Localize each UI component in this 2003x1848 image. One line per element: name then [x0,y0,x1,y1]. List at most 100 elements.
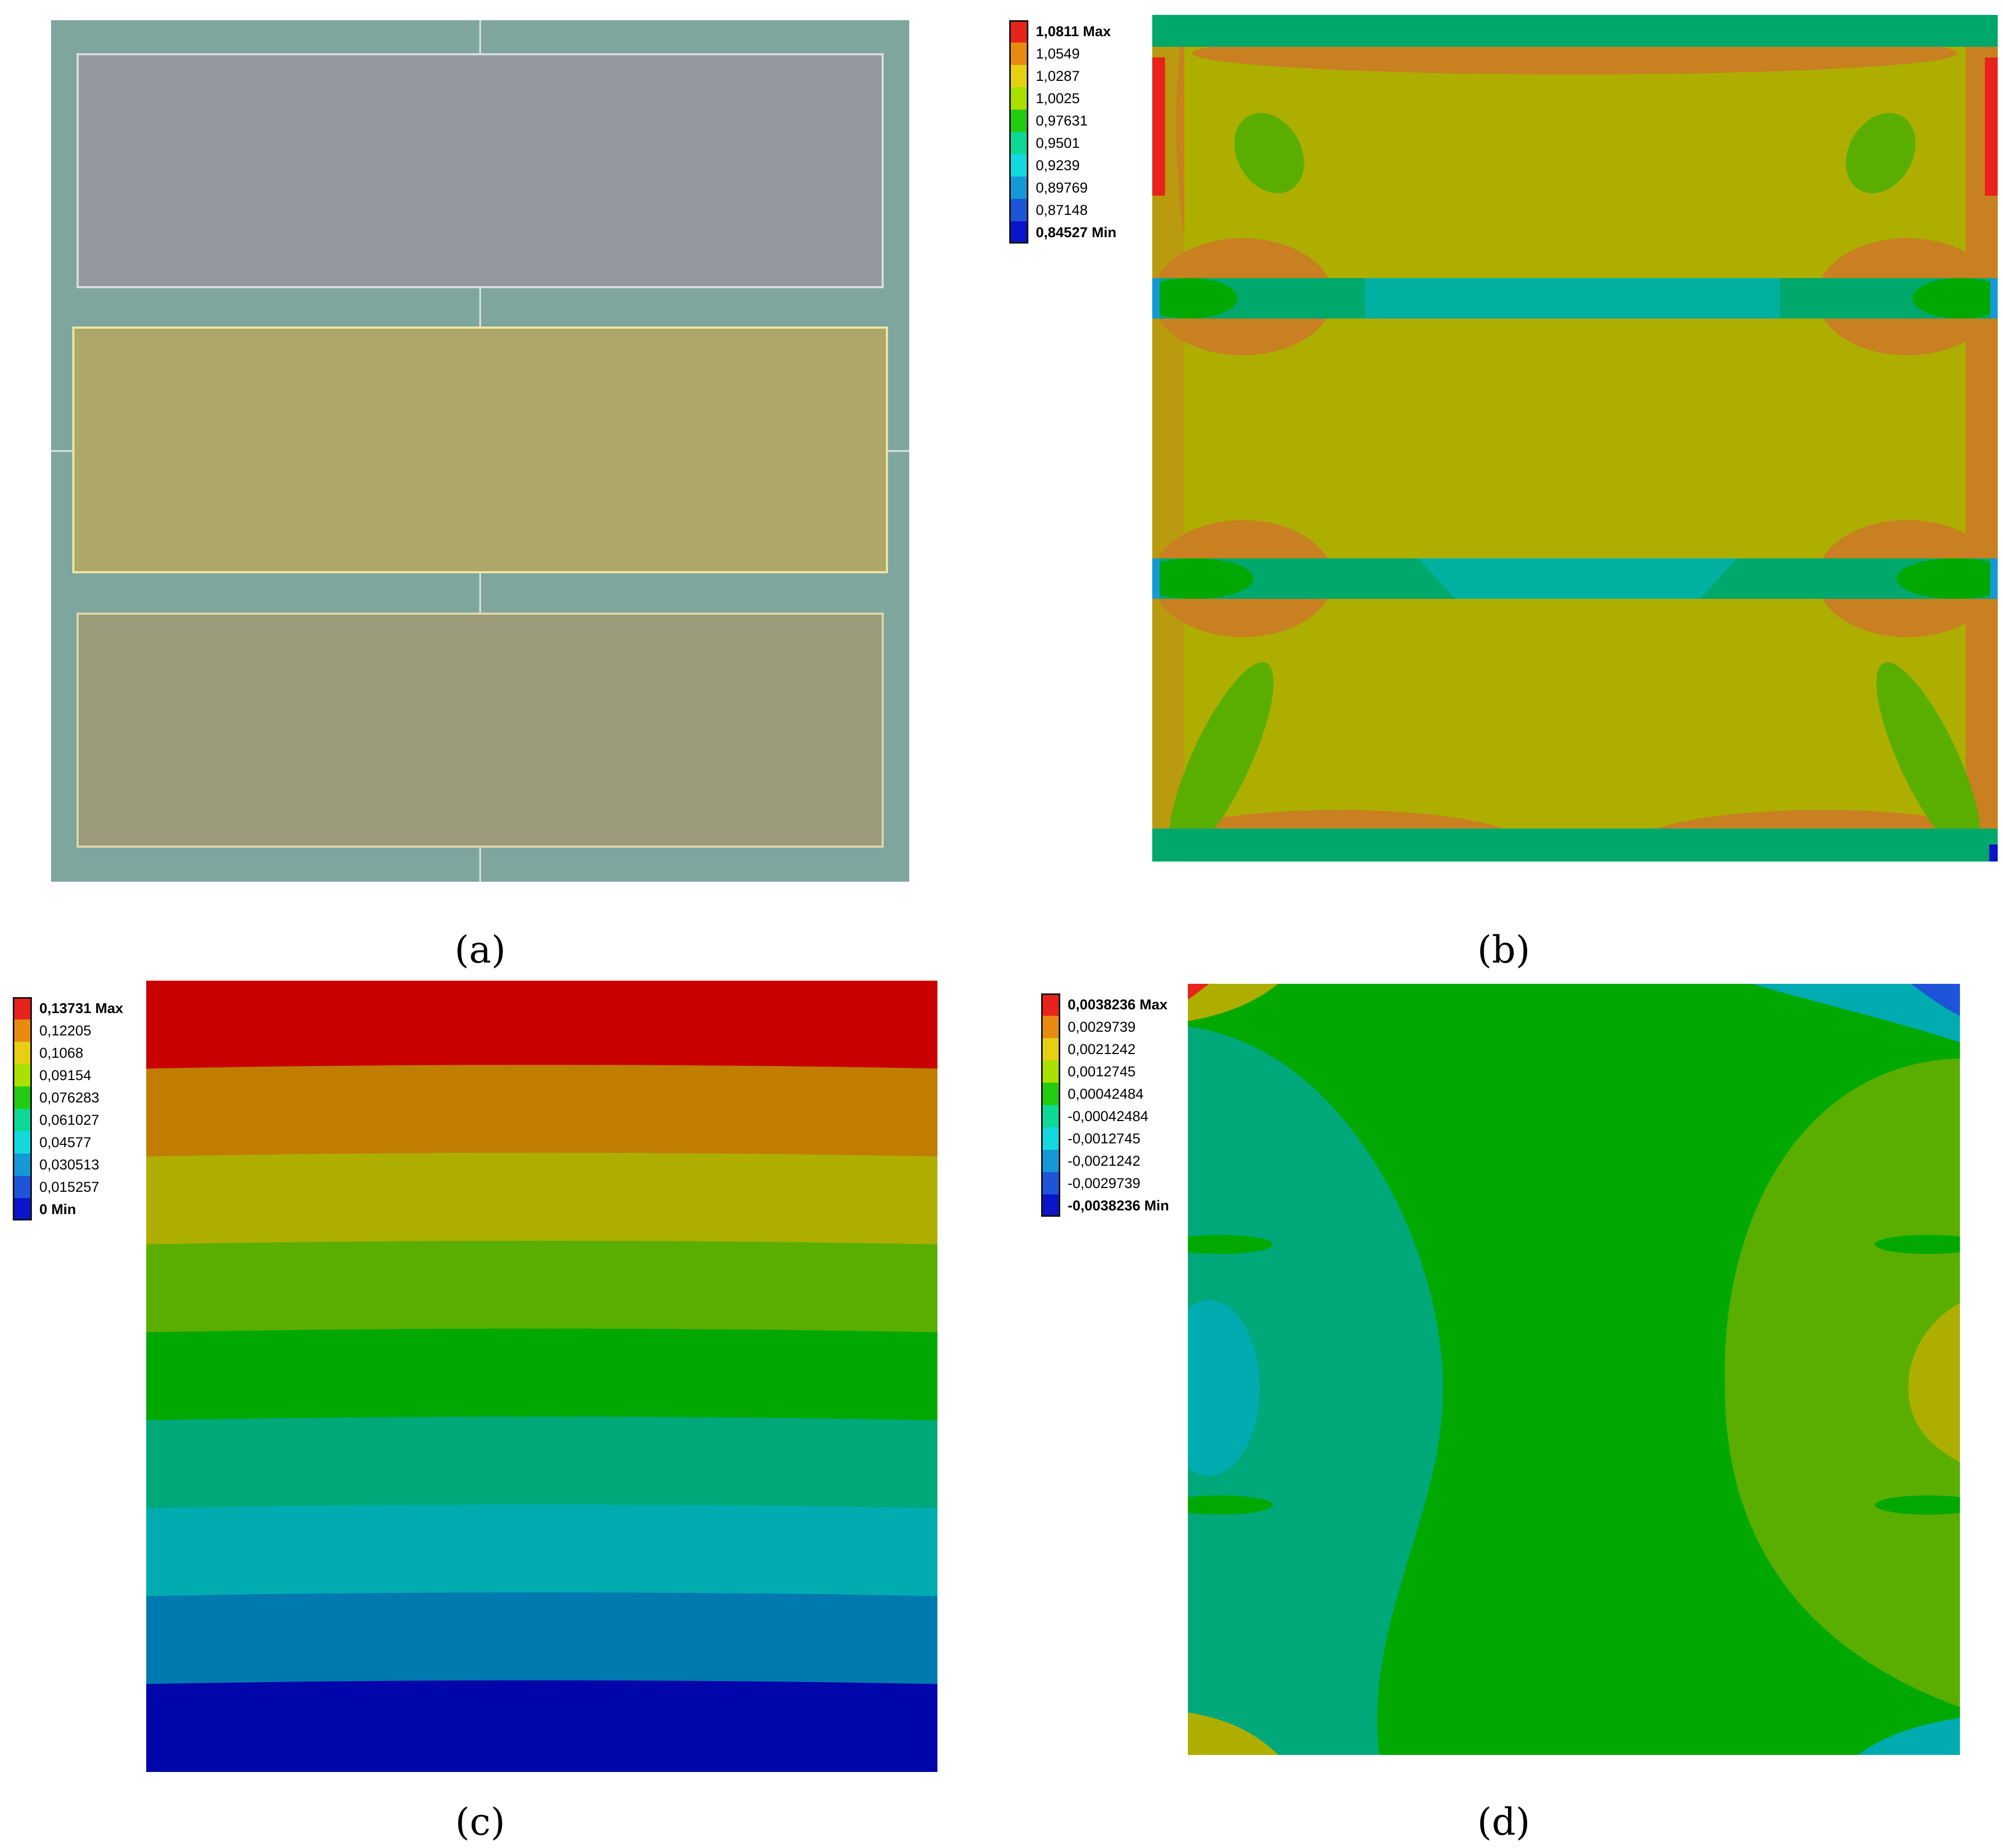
legend-label: 0,061027 [39,1111,99,1128]
legend-b-row: 0,97631 [1009,110,1088,132]
legend-b-row: 1,0287 [1009,65,1080,87]
legend-swatch [1041,1083,1060,1105]
legend-swatch [13,1131,32,1153]
legend-swatch [1041,1016,1060,1038]
b-beam-end-2 [1913,278,1998,319]
legend-swatch [13,1153,32,1176]
legend-d-row: 0,00042484 [1041,1083,1144,1105]
legend-swatch [1041,1172,1060,1194]
legend-d-row: -0,0021242 [1041,1150,1141,1172]
legend-label: 0,0012745 [1068,1063,1136,1080]
legend-c-row: 0,015257 [13,1176,99,1198]
b-beam-end-1 [1152,278,1237,319]
legend-swatch [1009,177,1028,199]
legend-swatch [1009,65,1028,87]
legend-c-row: 0 Min [13,1198,76,1220]
legend-c-row: 0,076283 [13,1086,99,1109]
d-right-region [1724,1058,1960,1707]
legend-swatch [13,997,32,1019]
panel-d-contour [1188,984,1960,1755]
legend-label: -0,0021242 [1068,1152,1141,1169]
legend-label: 0,87148 [1036,202,1088,218]
d-cyan-left [1188,1300,1260,1476]
legend-c-row: 0,09154 [13,1064,91,1086]
legend-label: 0,00042484 [1068,1085,1144,1102]
contour-plot-d [1188,984,1960,1755]
legend-swatch [1009,221,1028,244]
b-blue-2 [1990,278,1998,319]
legend-label: 0,84527 Min [1036,224,1117,240]
legend-swatch [1009,154,1028,177]
legend-c-row: 0,061027 [13,1109,99,1131]
d-spike-2 [1188,1495,1273,1515]
legend-swatch [1009,199,1028,221]
legend-b-row: 0,84527 Min [1009,221,1117,244]
d-corner-tr [1751,984,1960,1042]
legend-c-row: 0,1068 [13,1042,83,1064]
legend-label: 0,0029739 [1068,1018,1136,1035]
panel-top [77,53,884,288]
panel-bottom [77,613,884,848]
legend-swatch [1041,993,1060,1016]
d-corner-bl [1188,1712,1278,1755]
b-beam-top [1152,15,1998,47]
legend-b-row: 1,0549 [1009,43,1080,65]
caption-d: (d) [1477,1800,1530,1844]
panel-middle [72,327,888,573]
legend-swatch [13,1198,32,1220]
legend-swatch [1009,110,1028,132]
caption-a: (a) [454,928,506,972]
legend-d-row: -0,0012745 [1041,1127,1141,1150]
b-beam-end-4 [1897,558,1998,599]
legend-label: 0,030513 [39,1156,99,1173]
b-blue-4 [1990,558,1998,599]
b-blue-1 [1152,278,1160,319]
legend-b-row: 0,89769 [1009,177,1088,199]
panel-c-contour [146,981,937,1772]
b-beam-3-core [1418,558,1737,599]
b-red-left [1152,57,1165,196]
legend-label: 0,015257 [39,1178,99,1195]
legend-swatch [13,1019,32,1042]
legend-label: 0,9239 [1036,157,1080,173]
legend-c-row: 0,030513 [13,1153,99,1176]
legend-d-row: -0,0038236 Min [1041,1194,1169,1217]
d-spike-4 [1875,1495,1960,1515]
legend-label: 0,1068 [39,1044,83,1061]
legend-label: 1,0287 [1036,68,1080,84]
d-left-region [1188,1026,1443,1755]
legend-swatch [1009,43,1028,65]
legend-swatch [13,1042,32,1064]
legend-d-row: 0,0029739 [1041,1016,1136,1038]
d-corner-br [1858,1718,1960,1755]
legend-d-row: 0,0038236 Max [1041,993,1168,1016]
geometry-model [51,20,909,882]
b-edge-left-fade [1152,15,1184,862]
legend-swatch [1041,1105,1060,1127]
legend-swatch [1041,1127,1060,1150]
legend-swatch [1041,1038,1060,1060]
legend-d-row: -0,0029739 [1041,1172,1141,1194]
legend-swatch [13,1109,32,1131]
legend-c-row: 0,12205 [13,1019,91,1042]
legend-label: 0,09154 [39,1067,91,1083]
legend-b-row: 0,87148 [1009,199,1088,221]
c-band [146,1680,937,1772]
legend-swatch [1041,1060,1060,1083]
b-blue-corner [1989,844,1998,862]
legend-c-row: 0,13731 Max [13,997,123,1019]
legend-label: 0,89769 [1036,179,1088,196]
legend-label: 0,9501 [1036,135,1080,151]
legend-swatch [13,1176,32,1198]
d-corner-tl [1188,984,1278,1021]
b-beam-bottom [1152,829,1998,862]
legend-label: 1,0025 [1036,90,1080,106]
b-beam-end-3 [1152,558,1253,599]
legend-b-row: 1,0811 Max [1009,20,1111,43]
legend-b-row: 0,9239 [1009,154,1080,177]
legend-swatch [1009,87,1028,110]
contour-plot-b [1152,15,1998,862]
legend-c-row: 0,04577 [13,1131,91,1153]
d-yellow-right [1908,1303,1960,1462]
legend-b-row: 1,0025 [1009,87,1080,110]
